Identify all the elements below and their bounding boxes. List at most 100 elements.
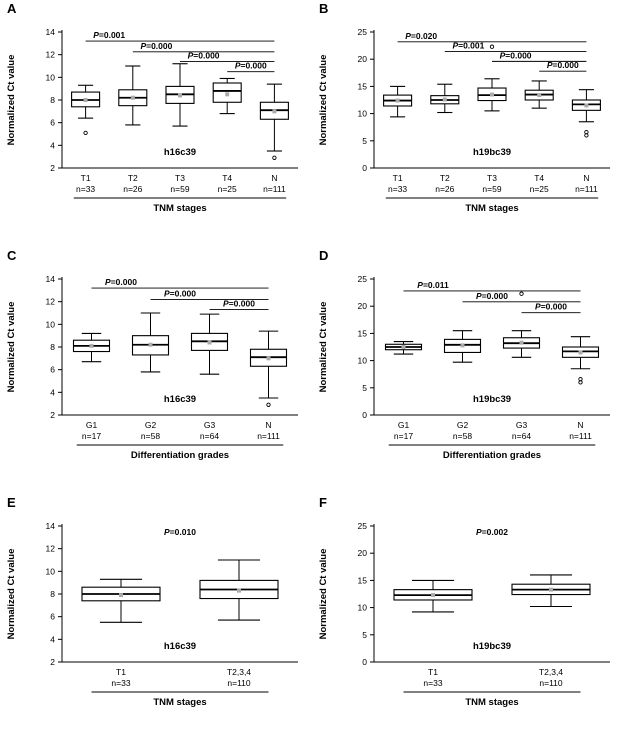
axes [373,30,610,169]
svg-text:T1: T1 [428,667,438,677]
svg-text:0: 0 [362,657,367,667]
svg-text:4: 4 [50,634,55,644]
svg-text:T2: T2 [440,173,450,183]
y-tick-labels: 0 5 10 15 20 25 [358,521,374,667]
x-category-labels: T1n=33 T2n=26 T3n=59 T4n=25 Nn=111 [385,173,599,199]
svg-text:P=0.000: P=0.000 [500,50,532,60]
svg-text:N: N [583,173,589,183]
svg-text:12: 12 [46,544,56,554]
box-T4 [524,80,554,109]
svg-text:n=25: n=25 [530,184,549,194]
svg-text:5: 5 [362,136,367,146]
y-axis-title: Normalized Ct value [6,302,17,393]
box-G3 [502,291,541,358]
svg-text:T4: T4 [222,173,232,183]
p-value-comparisons: P=0.001 P=0.000 P=0.000 P=0.000 [85,30,275,73]
svg-text:P=0.011: P=0.011 [417,280,449,290]
panel-E: E 2 4 6 8 10 12 14 Normalized Ct value P=0.010 T1… [0,494,312,740]
svg-text:T2,3,4: T2,3,4 [227,667,251,677]
x-axis-title: TNM stages [153,697,206,708]
x-category-labels: G1n=17 G2n=58 G3n=64 Nn=111 [76,420,284,446]
svg-text:n=59: n=59 [482,184,501,194]
svg-text:G3: G3 [516,420,528,430]
svg-text:15: 15 [358,81,368,91]
x-axis-title: Differentiation grades [443,450,541,461]
y-axis-title: Normalized Ct value [318,55,329,146]
svg-text:n=33: n=33 [388,184,407,194]
box-T1 [81,578,161,623]
x-category-labels: T1n=33 T2,3,4n=110 [91,667,269,693]
svg-text:T2: T2 [128,173,138,183]
panel-D: D 0 5 10 15 20 25 Normalized Ct value P=0.011 P=… [312,247,624,494]
svg-text:T1: T1 [393,173,403,183]
svg-text:n=33: n=33 [423,678,442,688]
box-T1 [71,84,101,136]
svg-text:n=64: n=64 [512,431,531,441]
svg-text:N: N [577,420,583,430]
p-value-comparisons: P=0.000 P=0.000 P=0.000 [91,277,269,311]
svg-text:P=0.001: P=0.001 [452,41,484,51]
svg-text:P=0.000: P=0.000 [188,50,220,60]
svg-text:n=17: n=17 [394,431,413,441]
svg-text:T1: T1 [81,173,91,183]
p-value-comparisons: P=0.020 P=0.001 P=0.000 P=0.000 [397,31,587,72]
svg-text:N: N [265,420,271,430]
svg-text:T4: T4 [534,173,544,183]
panel-F: F 0 5 10 15 20 25 Normalized Ct value P=0.002 T1… [312,494,624,740]
y-tick-labels: 2 4 6 8 10 12 14 [46,274,62,420]
svg-text:10: 10 [46,72,56,82]
svg-text:n=33: n=33 [111,678,130,688]
svg-text:25: 25 [358,274,368,284]
svg-text:14: 14 [46,521,56,531]
y-tick-labels: 0 5 10 15 20 25 [358,274,374,420]
svg-text:n=26: n=26 [435,184,454,194]
svg-text:4: 4 [50,387,55,397]
svg-text:10: 10 [46,319,56,329]
y-tick-labels: 0 5 10 15 20 25 [358,27,374,173]
svg-text:P=0.000: P=0.000 [223,299,255,309]
svg-text:10: 10 [358,109,368,119]
box-T2 [430,83,460,114]
box-T3 [477,44,507,112]
box-T2,3,4 [199,559,279,621]
x-axis-title: Differentiation grades [131,450,229,461]
svg-text:0: 0 [362,410,367,420]
svg-text:15: 15 [358,328,368,338]
svg-text:P=0.002: P=0.002 [476,527,508,537]
panel-letter-F: F [319,495,327,510]
panel-B: B 0 5 10 15 20 25 Normalized Ct value P=0.020 P=… [312,0,624,247]
svg-text:n=58: n=58 [453,431,472,441]
svg-text:P=0.020: P=0.020 [405,31,437,41]
svg-text:n=33: n=33 [76,184,95,194]
panel-letter-D: D [319,248,329,263]
svg-text:T2,3,4: T2,3,4 [539,667,563,677]
svg-text:25: 25 [358,27,368,37]
svg-text:n=25: n=25 [218,184,237,194]
x-category-labels: T1n=33 T2,3,4n=110 [403,667,581,693]
svg-text:25: 25 [358,521,368,531]
svg-text:8: 8 [50,589,55,599]
p-value-comparisons: P=0.002 [476,527,508,537]
svg-text:n=111: n=111 [569,431,592,441]
svg-text:0: 0 [362,163,367,173]
svg-text:n=26: n=26 [123,184,142,194]
panel-letter-B: B [319,1,329,16]
svg-text:n=17: n=17 [82,431,101,441]
svg-text:14: 14 [46,27,56,37]
svg-text:8: 8 [50,342,55,352]
svg-text:n=111: n=111 [575,184,598,194]
svg-text:2: 2 [50,163,55,173]
gene-label: h19bc39 [473,394,511,405]
svg-text:6: 6 [50,118,55,128]
svg-text:T3: T3 [487,173,497,183]
gene-label: h16c39 [164,147,196,158]
svg-text:P=0.000: P=0.000 [535,302,567,312]
axes [373,277,610,416]
box-N [571,89,601,138]
axes [373,524,610,663]
